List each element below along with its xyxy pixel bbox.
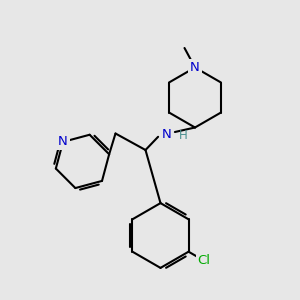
Text: N: N <box>58 135 68 148</box>
Text: N: N <box>190 61 200 74</box>
Text: N: N <box>162 128 171 141</box>
Text: Cl: Cl <box>198 254 211 267</box>
Text: H: H <box>179 129 188 142</box>
